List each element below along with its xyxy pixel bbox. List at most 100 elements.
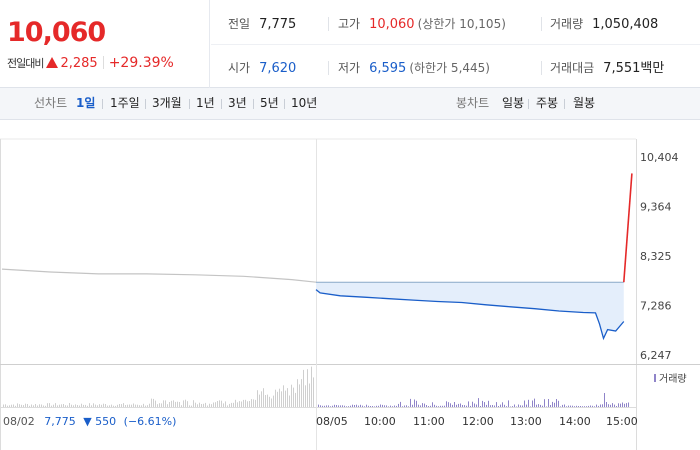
volume-bar <box>352 404 353 407</box>
volume-bar <box>21 404 22 407</box>
volume-bar <box>179 402 180 407</box>
volume-bar <box>9 405 10 407</box>
volume-bar <box>145 405 146 407</box>
volume-bar <box>217 401 218 407</box>
volume-bar <box>29 405 30 407</box>
volume-bar <box>564 404 565 407</box>
tab-monthly-candle[interactable]: 월봉 <box>573 96 596 110</box>
divider <box>211 44 700 45</box>
volume-bar <box>626 403 627 407</box>
volume-bar <box>438 406 439 407</box>
tab-1w[interactable]: 1주일 <box>110 96 140 110</box>
volume-bar <box>550 405 551 407</box>
volume-bar <box>49 403 50 407</box>
stat-low: 저가 6,595 (하한가 5,445) <box>338 46 490 90</box>
volume-bar <box>311 366 312 407</box>
volume-bar <box>241 401 242 407</box>
volume-bar <box>374 406 375 407</box>
volume-bar <box>362 405 363 407</box>
stat-volume: 거래량 1,050,408 <box>550 2 658 46</box>
volume-bar <box>476 404 477 407</box>
volume-bar <box>99 404 100 407</box>
volume-bar <box>157 404 158 407</box>
prev-day-change: 550 <box>95 415 116 428</box>
stat-value: 7,620 <box>259 61 297 76</box>
volume-bar <box>255 399 256 407</box>
volume-bar <box>330 406 331 407</box>
divider <box>284 99 285 109</box>
volume-bar <box>7 405 8 407</box>
volume-bar <box>510 406 511 407</box>
stat-label: 거래량 <box>550 17 584 31</box>
volume-bar <box>526 404 527 407</box>
upper-limit-spike <box>623 173 633 283</box>
volume-bar <box>251 399 252 407</box>
volume-bar <box>610 404 611 407</box>
volume-bar <box>522 405 523 407</box>
intraday-price-chart[interactable]: 10,404 9,364 8,325 7,286 6,247 거래량 08/05… <box>0 121 700 450</box>
volume-bar <box>17 403 18 407</box>
stat-value: 7,775 <box>259 17 297 32</box>
tab-1d[interactable]: 1일 <box>76 96 96 110</box>
volume-bar <box>209 403 210 407</box>
volume-bar <box>233 402 234 407</box>
volume-bar <box>173 400 174 407</box>
volume-bar <box>133 403 134 407</box>
volume-bar <box>81 403 82 407</box>
stat-value: 1,050,408 <box>592 17 659 32</box>
today-price-line <box>315 289 625 341</box>
volume-bar <box>356 404 357 407</box>
volume-bar <box>350 405 351 407</box>
volume-bar <box>364 406 365 407</box>
tab-weekly-candle[interactable]: 주봉 <box>536 96 559 110</box>
volume-bar <box>215 402 216 407</box>
tab-5y[interactable]: 5년 <box>260 96 279 110</box>
volume-bar <box>235 399 236 407</box>
volume-bar <box>468 401 469 407</box>
volume-bar <box>211 404 212 407</box>
y-tick-label: 7,286 <box>640 300 672 313</box>
volume-bar <box>143 403 144 407</box>
divider <box>541 61 542 75</box>
price-change-row: 전일대비 2,285 +29.39% <box>7 54 174 73</box>
volume-bar <box>69 403 70 407</box>
volume-bar <box>494 405 495 407</box>
x-tick-label: 15:00 <box>606 415 638 428</box>
volume-bar <box>344 405 345 407</box>
volume-bar <box>554 402 555 407</box>
volume-bar <box>275 389 276 407</box>
volume-bar <box>616 406 617 407</box>
volume-bar <box>109 405 110 407</box>
divider <box>145 99 146 109</box>
volume-bar <box>107 405 108 407</box>
volume-bar <box>249 401 250 407</box>
volume-bar <box>592 405 593 407</box>
volume-bar <box>524 400 525 407</box>
volume-bar <box>388 406 389 407</box>
volume-bar <box>614 404 615 407</box>
volume-bar <box>392 406 393 407</box>
volume-bar <box>340 405 341 407</box>
volume-bar <box>59 404 60 407</box>
tab-3m[interactable]: 3개월 <box>152 96 182 110</box>
tab-1y[interactable]: 1년 <box>196 96 215 110</box>
tab-3y[interactable]: 3년 <box>228 96 247 110</box>
volume-bar <box>408 406 409 407</box>
volume-bar <box>127 404 128 407</box>
volume-bar <box>73 405 74 407</box>
volume-bar <box>480 406 481 407</box>
tab-10y[interactable]: 10년 <box>291 96 318 110</box>
volume-bar <box>448 402 449 407</box>
volume-bar <box>221 400 222 407</box>
volume-bar <box>358 405 359 407</box>
volume-bar <box>584 406 585 407</box>
x-tick-label: 10:00 <box>364 415 396 428</box>
volume-bar <box>77 405 78 407</box>
volume-bar <box>307 369 308 407</box>
tab-daily-candle[interactable]: 일봉 <box>502 96 525 110</box>
volume-bar <box>113 405 114 407</box>
volume-bar <box>568 405 569 407</box>
volume-bar <box>129 404 130 407</box>
stock-summary-header: 10,060 전일대비 2,285 +29.39% 전일 7,775 고가 10,060… <box>0 0 700 88</box>
volume-bar <box>197 404 198 407</box>
